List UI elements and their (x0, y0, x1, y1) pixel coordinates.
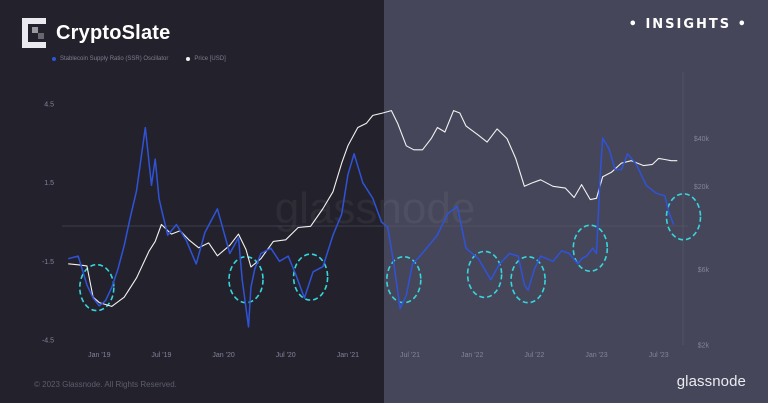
annotation-circle (665, 193, 702, 241)
background-right-panel (384, 0, 768, 403)
x-axis-ticks: Jan '19 Jul '19 Jan '20 Jul '20 Jan '21 Jul '… (88, 352, 669, 359)
legend-label-price: Price [USD] (194, 56, 226, 62)
y-left-tick-label: 1.5 (44, 180, 54, 187)
annotation-circles (79, 193, 702, 312)
chart-watermark: glassnode (275, 184, 476, 233)
x-tick-label: Jul '21 (400, 352, 420, 359)
y-right-tick-label: $20k (694, 184, 710, 191)
annotation-circle (385, 255, 422, 304)
annotation-circle (466, 250, 503, 299)
brand-name: CryptoSlate (56, 21, 171, 44)
x-tick-label: Jan '20 (212, 352, 234, 359)
x-tick-label: Jul '23 (649, 352, 669, 359)
legend-item-ssr[interactable]: Stablecoin Supply Ratio (SSR) Oscillator (52, 56, 168, 62)
cryptoslate-logo[interactable]: CryptoSlate (22, 18, 170, 48)
legend-item-price[interactable]: Price [USD] (186, 56, 226, 62)
x-tick-label: Jan '19 (88, 352, 110, 359)
x-tick-label: Jul '20 (276, 352, 296, 359)
glassnode-logo[interactable]: glassnode (676, 373, 746, 390)
y-left-tick-label: -1.5 (42, 259, 54, 266)
ssr-series-line (68, 126, 675, 328)
x-tick-label: Jul '22 (524, 352, 544, 359)
legend-label-ssr: Stablecoin Supply Ratio (SSR) Oscillator (60, 56, 169, 62)
annotation-circle (510, 255, 546, 304)
annotation-circle (79, 263, 115, 312)
cryptoslate-mark-icon (22, 18, 46, 48)
annotation-circle (228, 255, 264, 304)
legend-swatch-price (186, 57, 191, 61)
y-left-axis-ticks: 4.5 1.5 -1.5 -4.5 (42, 102, 54, 345)
y-right-tick-label: $40k (694, 136, 710, 143)
insights-badge: • INSIGHTS • (628, 17, 748, 32)
y-right-tick-label: $6k (698, 267, 710, 274)
x-tick-label: Jan '22 (461, 352, 483, 359)
copyright-text: © 2023 Glassnode. All Rights Reserved. (34, 380, 177, 389)
x-tick-label: Jan '21 (337, 352, 359, 359)
y-right-axis-ticks: $40k $20k $6k $2k (694, 136, 710, 349)
x-tick-label: Jul '19 (151, 352, 171, 359)
y-left-tick-label: 4.5 (44, 102, 54, 109)
chart-legend: Stablecoin Supply Ratio (SSR) Oscillator… (52, 56, 226, 62)
x-tick-label: Jan '23 (585, 352, 607, 359)
background-left-panel (0, 0, 384, 403)
y-left-tick-label: -4.5 (42, 338, 54, 345)
price-series-line (68, 110, 678, 307)
legend-swatch-ssr (52, 57, 56, 61)
y-right-tick-label: $2k (698, 343, 710, 350)
annotation-circle (292, 253, 329, 301)
